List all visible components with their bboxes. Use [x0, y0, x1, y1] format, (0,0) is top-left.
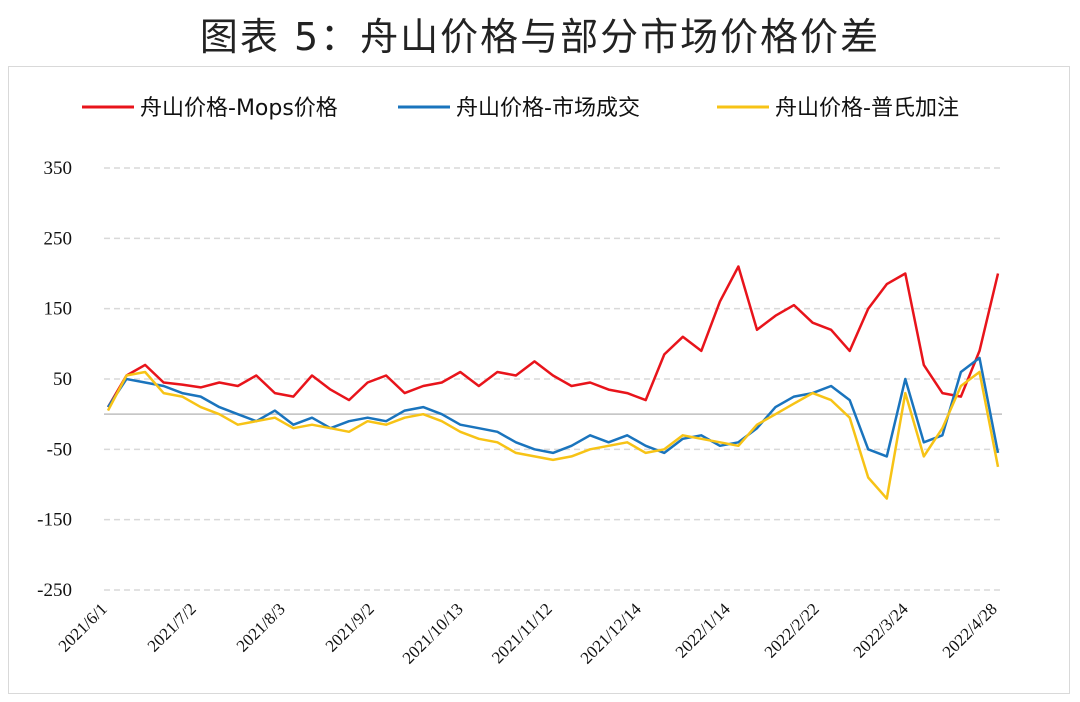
y-tick-label: -150: [37, 510, 72, 531]
x-tick-label: 2021/7/2: [144, 599, 200, 655]
x-tick-label: 2021/9/2: [322, 599, 378, 655]
chart-title: 图表 5：舟山价格与部分市场价格价差: [199, 15, 881, 59]
series-line-2: [106, 356, 1000, 458]
x-tick-label: 2022/4/28: [939, 599, 1001, 661]
y-tick-label: 150: [44, 299, 73, 320]
x-tick-label: 2021/6/1: [55, 599, 111, 655]
x-tick-label: 2021/10/13: [399, 599, 467, 667]
series-line-1: [106, 265, 1000, 408]
x-tick-label: 2021/8/3: [233, 599, 289, 655]
y-tick-label: -50: [47, 439, 72, 460]
x-tick-label: 2021/12/14: [577, 599, 646, 668]
x-tick-label: 2022/1/14: [672, 599, 735, 662]
x-tick-label: 2022/2/22: [761, 599, 823, 661]
series-line-3: [106, 370, 1000, 500]
x-tick-label: 2021/11/12: [488, 599, 556, 667]
x-tick-label: 2022/3/24: [850, 599, 913, 662]
chart-frame: [8, 66, 1070, 694]
legend-label-1: 舟山价格-Mops价格: [140, 96, 338, 121]
legend-label-3: 舟山价格-普氏加注: [775, 96, 959, 121]
y-tick-label: -250: [37, 580, 72, 601]
y-tick-label: 350: [44, 158, 73, 179]
legend-label-2: 舟山价格-市场成交: [456, 96, 640, 121]
y-tick-label: 50: [53, 369, 72, 390]
y-tick-label: 250: [44, 228, 73, 249]
